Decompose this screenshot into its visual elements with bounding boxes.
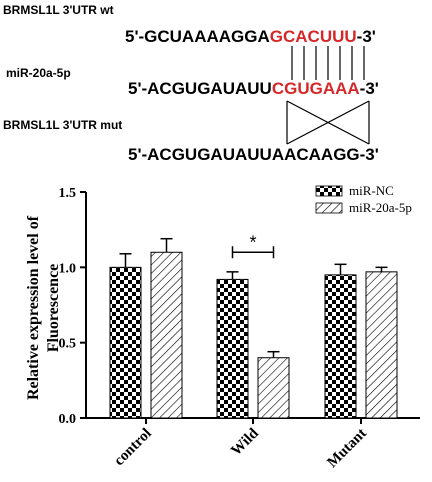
y-tick-label: 1.0 [59,261,77,276]
y-tick-label: 1.5 [59,186,77,201]
bar-checker-control [109,266,142,419]
y-axis-label-line1: Relative expression level of [25,215,42,400]
mir-suffix: -3' [360,79,379,98]
legend: miR-NC miR-20a-5p [315,183,412,215]
legend-swatch-mir-nc [315,185,343,197]
y-axis-label: Relative expression level of Fluorescence [25,215,62,400]
legend-label-mir-nc: miR-NC [349,183,394,198]
mir-prefix: 5'-ACGUGAUAUU [128,79,272,98]
x-tick-label-mutant: Mutant [324,426,369,471]
mutant-mismatch-lines [286,100,370,145]
mir-label: miR-20a-5p [6,66,71,80]
bar-checker-wild [216,278,249,419]
y-axis-label-line2: Fluorescence [45,264,62,353]
bar-checker-mutant [324,274,357,419]
mir-sequence: 5'-ACGUGAUAUUCGUGAAA-3' [128,79,379,98]
bar-chart: 0.0 0.5 1.0 1.5 control Wild Mutant * [59,186,420,471]
legend-label-mir-20a: miR-20a-5p [349,200,412,215]
wt-prefix: 5'-GCUAAAAGGA [125,27,270,46]
wt-suffix: -3' [357,27,376,46]
mut-sequence: 5'-ACGUGAUAUUAACAAGG-3' [128,145,379,164]
wt-label: BRMSL1L 3'UTR wt [3,3,114,17]
seed-pairing-lines [291,46,365,80]
y-tick-label: 0.5 [59,337,77,352]
x-tick-label-wild: Wild [228,425,262,459]
bar-hatch-mutant [365,271,398,419]
bar-hatch-wild [257,357,290,419]
wt-sequence: 5'-GCUAAAAGGAGCACUUU-3' [125,27,376,46]
x-tick-label-control: control [111,426,155,470]
significance-star: * [249,232,256,252]
y-tick-label: 0.0 [59,412,77,427]
mut-label: BRMSL1L 3'UTR mut [3,118,122,132]
bar-hatch-control [150,251,183,419]
wt-seed: GCACUUU [270,27,357,46]
legend-swatch-mir-20a [315,202,343,214]
mir-seed: CGUGAAA [272,79,360,98]
